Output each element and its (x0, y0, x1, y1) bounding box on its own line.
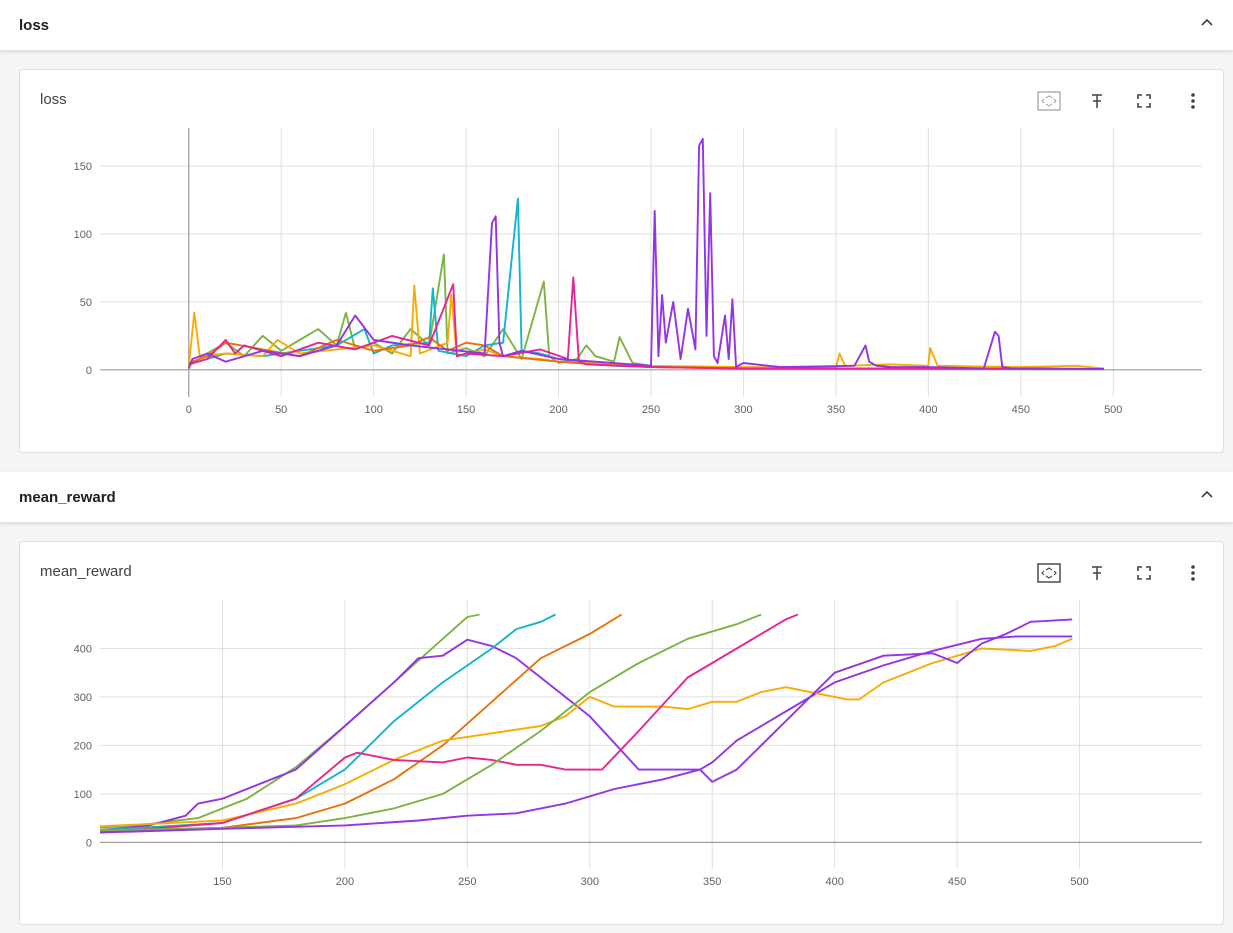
y-tick-label: 100 (74, 229, 92, 241)
chart-card-mean-reward: mean_reward 150 200 250 300 350 400 450 500 0 100… (19, 541, 1224, 925)
y-tick-label: 150 (74, 161, 92, 173)
x-tick-label: 400 (919, 404, 937, 416)
x-tick-label: 300 (581, 876, 599, 888)
series-line (100, 613, 556, 832)
x-tick-label: 50 (275, 404, 287, 416)
fullscreen-icon[interactable] (1131, 88, 1157, 114)
pin-icon[interactable] (1084, 88, 1110, 114)
x-tick-label: 0 (186, 404, 192, 416)
section-header-mean-reward: mean_reward (0, 472, 1233, 523)
section-title: loss (19, 17, 50, 34)
fit-domain-icon[interactable] (1036, 88, 1062, 114)
chart-card-loss: loss 0 50 100 150 200 250 300 350 400 450 500 0 50 10… (19, 69, 1224, 453)
pin-icon[interactable] (1084, 560, 1110, 586)
x-tick-label: 150 (457, 404, 475, 416)
series-line (187, 137, 1105, 371)
x-tick-label: 450 (1012, 404, 1030, 416)
series-line (100, 637, 1073, 828)
x-tick-label: 350 (827, 404, 845, 416)
series-line (100, 635, 1073, 832)
x-tick-label: 200 (549, 404, 567, 416)
card-title: mean_reward (40, 563, 132, 580)
x-tick-label: 200 (336, 876, 354, 888)
chevron-up-icon[interactable] (1199, 486, 1215, 502)
series-line (100, 613, 762, 832)
fit-domain-icon[interactable] (1036, 560, 1062, 586)
x-tick-label: 450 (948, 876, 966, 888)
y-tick-label: 100 (74, 789, 92, 801)
y-tick-label: 0 (86, 837, 92, 849)
series-line (100, 613, 799, 834)
series-line (100, 613, 623, 833)
section-title: mean_reward (19, 489, 116, 506)
x-tick-label: 400 (825, 876, 843, 888)
series-line (188, 253, 1104, 371)
mean-reward-chart: 150 200 250 300 350 400 450 500 0 100 200 300 400 (74, 600, 1202, 888)
loss-chart: 0 50 100 150 200 250 300 350 400 450 500 0 50 100 150 (74, 128, 1202, 416)
series-line (100, 618, 1073, 834)
x-tick-label: 350 (703, 876, 721, 888)
card-title: loss (40, 91, 67, 108)
y-tick-label: 400 (74, 643, 92, 655)
series-line (100, 613, 480, 829)
series-line (187, 284, 1105, 370)
chevron-up-icon[interactable] (1199, 14, 1215, 30)
x-tick-label: 500 (1104, 404, 1122, 416)
y-tick-label: 200 (74, 740, 92, 752)
fullscreen-icon[interactable] (1131, 560, 1157, 586)
x-tick-label: 500 (1070, 876, 1088, 888)
x-tick-label: 100 (364, 404, 382, 416)
section-header-loss: loss (0, 0, 1233, 51)
y-tick-label: 50 (80, 297, 92, 309)
x-tick-label: 250 (642, 404, 660, 416)
more-vert-icon[interactable] (1180, 560, 1206, 586)
y-tick-label: 0 (86, 365, 92, 377)
x-tick-label: 150 (213, 876, 231, 888)
more-vert-icon[interactable] (1180, 88, 1206, 114)
series-line (188, 276, 1105, 371)
x-tick-label: 250 (458, 876, 476, 888)
x-tick-label: 300 (734, 404, 752, 416)
y-tick-label: 300 (74, 692, 92, 704)
